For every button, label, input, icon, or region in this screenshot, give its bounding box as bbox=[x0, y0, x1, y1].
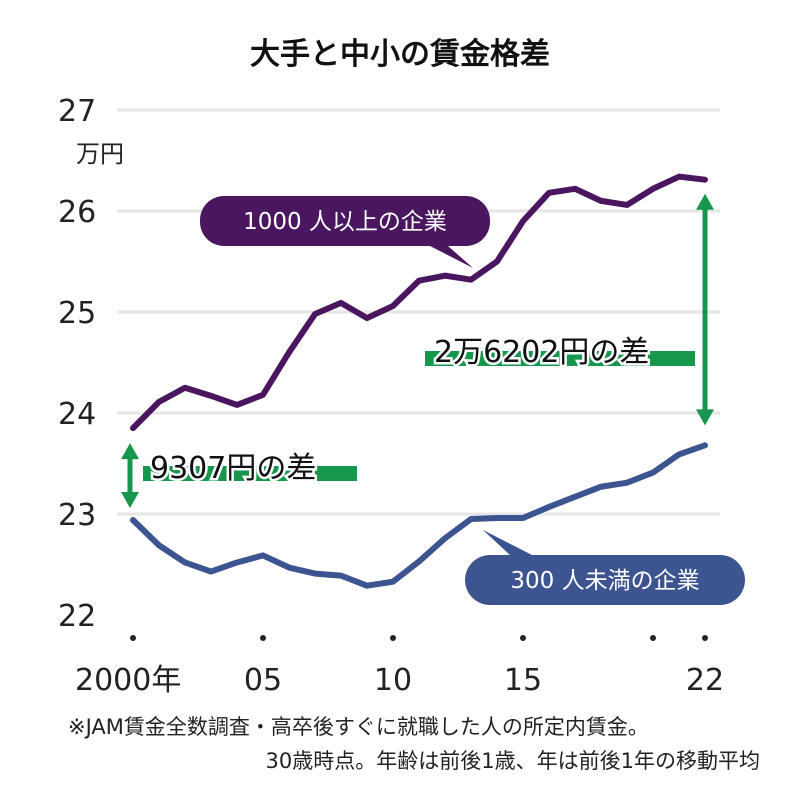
gap-arrow-2000-head-up bbox=[121, 443, 139, 460]
legend-callout-small: 300 人未満の企業 bbox=[465, 530, 745, 605]
x-tick-label: 22 bbox=[686, 663, 724, 698]
y-tick-label: 26 bbox=[58, 195, 96, 230]
x-tick-label: 10 bbox=[374, 663, 412, 698]
gap-label-2022: 2万6202円の差 bbox=[434, 335, 649, 370]
gap-bar-2022 bbox=[425, 351, 695, 366]
footnote-line-2: 30歳時点。年齢は前後1歳、年は前後1年の移動平均 bbox=[266, 749, 760, 773]
x-tick-dot bbox=[130, 635, 136, 641]
y-axis-unit: 万円 bbox=[76, 140, 124, 168]
x-tick-label: 2000年 bbox=[75, 663, 181, 698]
y-tick-label: 24 bbox=[58, 397, 96, 432]
x-tick-dot bbox=[650, 635, 656, 641]
gap-arrow-2022-head-up bbox=[696, 193, 714, 210]
series-line-large bbox=[130, 173, 708, 432]
y-tick-label: 22 bbox=[58, 599, 96, 634]
x-tick-dot bbox=[390, 635, 396, 641]
gap-bar-2000 bbox=[143, 466, 357, 481]
y-tick-label: 25 bbox=[58, 296, 96, 331]
footnote-line-1: ※JAM賃金全数調査・高卒後すぐに就職した人の所定内賃金。 bbox=[68, 715, 649, 739]
gap-label-2000: 9307円の差 bbox=[150, 451, 316, 486]
x-tick-label: 15 bbox=[504, 663, 542, 698]
x-tick-dot bbox=[520, 635, 526, 641]
y-tick-label: 27 bbox=[58, 94, 96, 129]
legend-label-large: 1000 人以上の企業 bbox=[243, 209, 447, 235]
series-line-small bbox=[130, 442, 708, 589]
x-tick-dot bbox=[260, 635, 266, 641]
legend-callout-large: 1000 人以上の企業 bbox=[200, 196, 490, 268]
x-tick-dot bbox=[702, 635, 708, 641]
chart-title: 大手と中小の賃金格差 bbox=[250, 37, 550, 72]
gap-arrow-2022-head-down bbox=[696, 409, 714, 426]
gap-arrow-2000-head-down bbox=[121, 492, 139, 509]
legend-label-small: 300 人未満の企業 bbox=[510, 568, 699, 594]
y-tick-label: 23 bbox=[58, 498, 96, 533]
x-tick-label: 05 bbox=[244, 663, 282, 698]
